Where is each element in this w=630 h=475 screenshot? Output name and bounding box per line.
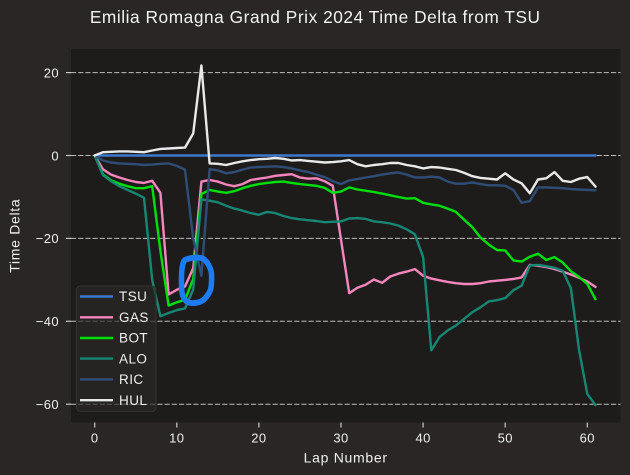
svg-text:Lap Number: Lap Number bbox=[304, 450, 388, 466]
svg-text:60: 60 bbox=[580, 431, 595, 446]
svg-text:RIC: RIC bbox=[119, 372, 144, 387]
svg-text:−20: −20 bbox=[36, 231, 59, 246]
svg-text:Time Delta: Time Delta bbox=[7, 199, 23, 273]
svg-text:ALO: ALO bbox=[119, 351, 147, 366]
svg-text:−40: −40 bbox=[36, 314, 59, 329]
svg-text:Emilia Romagna Grand Prix 2024: Emilia Romagna Grand Prix 2024 Time Delt… bbox=[90, 7, 541, 27]
svg-text:TSU: TSU bbox=[119, 289, 147, 304]
svg-text:HUL: HUL bbox=[119, 393, 147, 408]
svg-text:30: 30 bbox=[333, 431, 348, 446]
svg-text:10: 10 bbox=[169, 431, 184, 446]
svg-text:50: 50 bbox=[498, 431, 513, 446]
svg-text:20: 20 bbox=[251, 431, 266, 446]
svg-text:−60: −60 bbox=[36, 397, 59, 412]
svg-text:BOT: BOT bbox=[119, 331, 148, 346]
svg-text:0: 0 bbox=[91, 431, 99, 446]
svg-text:GAS: GAS bbox=[119, 310, 149, 325]
svg-text:40: 40 bbox=[415, 431, 430, 446]
svg-text:0: 0 bbox=[51, 148, 59, 163]
svg-text:20: 20 bbox=[44, 65, 59, 80]
